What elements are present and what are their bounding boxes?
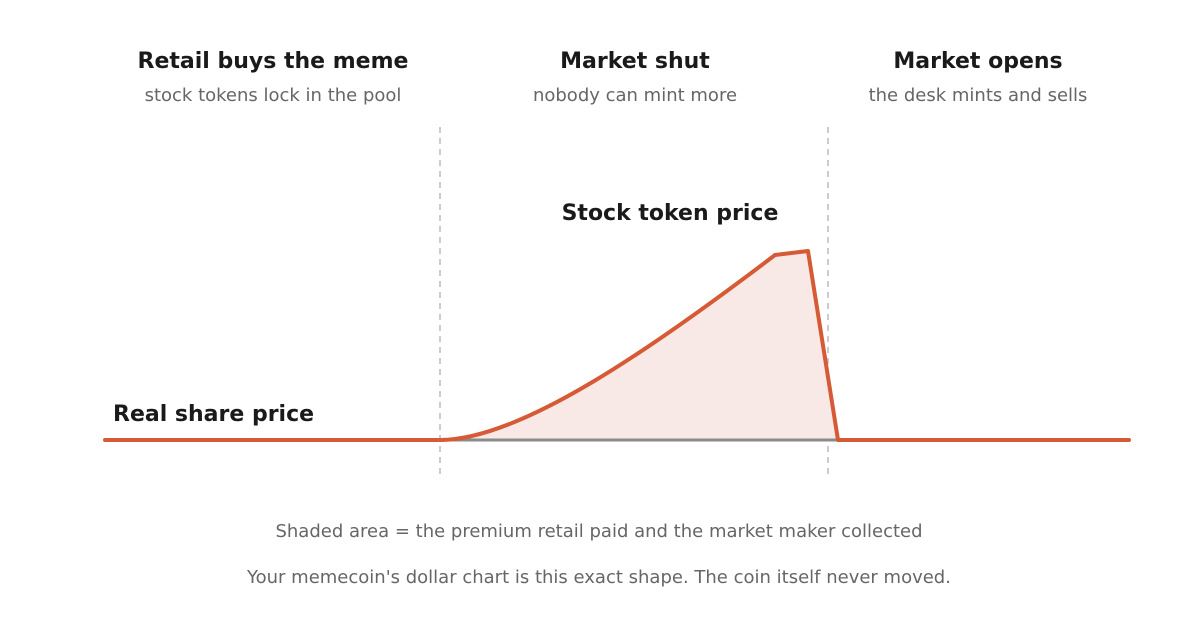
footer-note: Your memecoin's dollar chart is this exa… <box>246 567 951 588</box>
footer-note: Shaded area = the premium retail paid an… <box>275 521 922 542</box>
phase-subtitle: the desk mints and sells <box>869 85 1088 106</box>
phase-title: Market shut <box>560 49 710 74</box>
phase-subtitle: stock tokens lock in the pool <box>145 85 402 106</box>
curve-label: Stock token price <box>562 201 779 226</box>
premium-area <box>440 251 838 440</box>
phase-title: Market opens <box>893 49 1062 74</box>
baseline-label: Real share price <box>113 402 314 427</box>
phase-title: Retail buys the meme <box>138 49 409 74</box>
phase-subtitle: nobody can mint more <box>533 85 737 106</box>
token-price-line <box>103 249 1131 442</box>
